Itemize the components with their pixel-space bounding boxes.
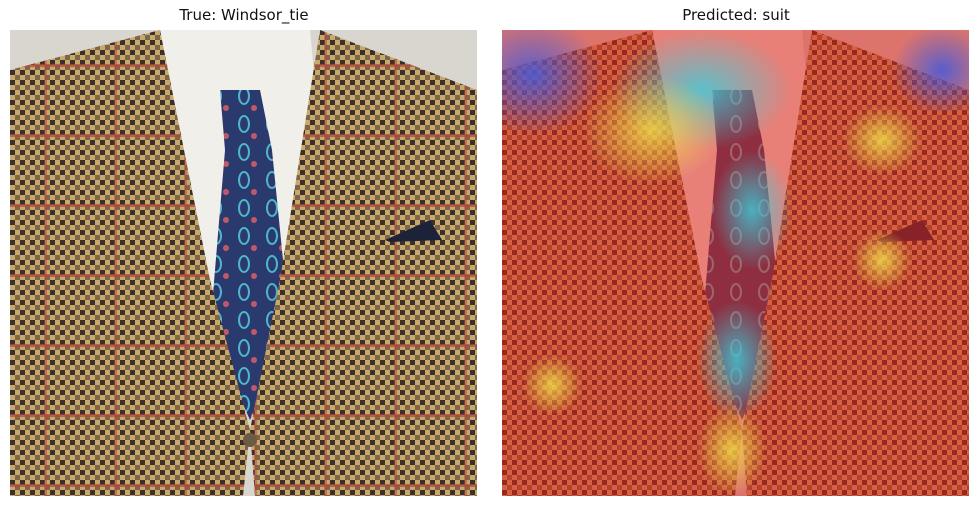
original-photo <box>10 30 477 496</box>
predicted-label-panel: Predicted: suit <box>502 0 970 506</box>
true-label-title: True: Windsor_tie <box>179 6 309 24</box>
true-label-panel: True: Windsor_tie <box>10 0 478 506</box>
heatmap-overlay-photo <box>502 30 969 496</box>
predicted-label-title: Predicted: suit <box>682 6 790 24</box>
